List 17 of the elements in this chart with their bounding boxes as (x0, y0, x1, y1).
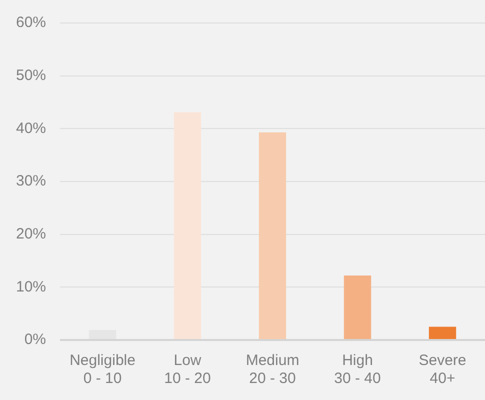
bar (344, 276, 372, 339)
y-tick-label: 60% (16, 14, 46, 32)
y-tick-label: 10% (16, 278, 46, 296)
y-tick-label: 0% (24, 331, 46, 348)
y-tick-label: 30% (16, 172, 46, 190)
x-tick-label: High 30 - 40 (334, 352, 381, 388)
y-tick-label: 40% (16, 120, 46, 137)
bar (258, 132, 286, 339)
x-tick-label: Severe 40+ (418, 352, 466, 388)
x-tick-label: Negligible 0 - 10 (70, 352, 136, 388)
bar (428, 326, 456, 339)
x-tick-label: Medium 20 - 30 (246, 352, 300, 388)
bar (174, 112, 202, 339)
y-tick-label: 20% (16, 225, 46, 242)
x-tick-label: Low 10 - 20 (164, 352, 211, 388)
bar (88, 330, 116, 339)
y-tick-label: 50% (16, 66, 46, 84)
